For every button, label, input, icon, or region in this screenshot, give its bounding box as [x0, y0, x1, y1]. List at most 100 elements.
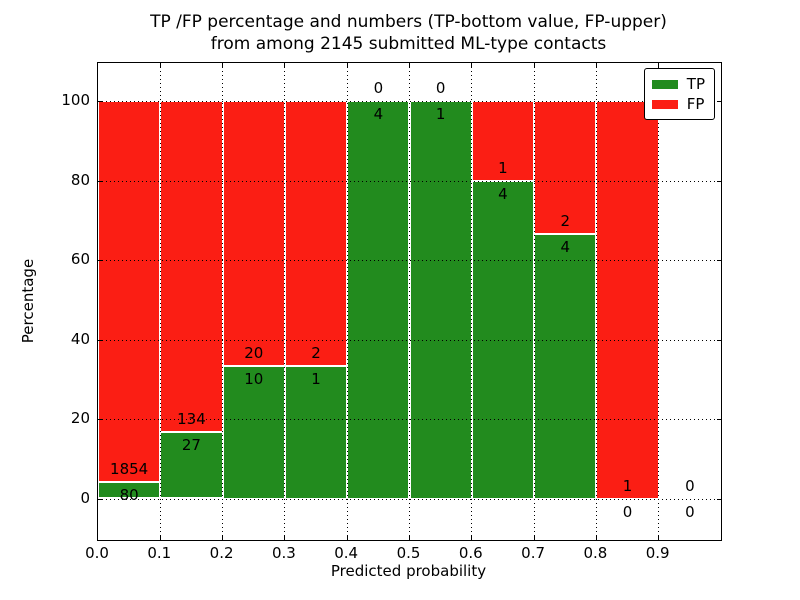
x-tick-label: 0.8 — [583, 544, 608, 562]
legend-label-tp: TP — [686, 74, 705, 93]
x-tick-mark — [159, 536, 161, 540]
y-tick-label: 40 — [70, 329, 90, 348]
bar-fp-segment — [160, 101, 223, 432]
tp-count-label: 4 — [373, 105, 384, 123]
tp-count-label: 27 — [181, 435, 201, 454]
bar-fp-segment — [284, 101, 348, 366]
v-gridline — [284, 63, 286, 540]
x-tick-mark — [222, 63, 224, 67]
x-tick-mark — [595, 63, 597, 67]
y-tick-mark — [717, 180, 721, 182]
bar-tp-segment — [284, 366, 348, 499]
bar-tp-segment — [98, 482, 161, 499]
x-tick-mark — [595, 536, 597, 540]
bar-fp-segment — [98, 101, 161, 483]
x-tick-mark — [222, 536, 224, 540]
x-tick-mark — [159, 63, 161, 67]
y-tick-mark — [98, 101, 102, 102]
x-tick-mark — [284, 536, 286, 540]
x-tick-mark — [346, 63, 348, 67]
y-tick-mark — [717, 260, 721, 261]
tp-count-label: 0 — [685, 502, 695, 521]
fp-count-label: 0 — [373, 79, 384, 97]
bar-tp-segment — [409, 101, 472, 499]
fp-count-label: 20 — [244, 344, 264, 362]
x-tick-label: 0.6 — [458, 544, 483, 562]
y-tick-mark — [717, 419, 721, 420]
plot-area: TP FP 1854 80 134 27 20 10 2 1 0 4 0 1 1 4 2 4 1 0 0 0 — [97, 62, 722, 541]
legend: TP FP — [643, 68, 715, 120]
x-tick-mark — [658, 536, 660, 540]
x-tick-label: 0.1 — [147, 544, 172, 562]
x-tick-label: 0.5 — [396, 544, 421, 562]
x-tick-label: 0.0 — [85, 544, 109, 562]
bar-fp-segment — [222, 101, 285, 366]
x-tick-mark — [284, 63, 286, 67]
y-tick-label: 100 — [61, 91, 90, 109]
legend-swatch-fp-icon — [651, 99, 678, 109]
y-tick-label: 0 — [80, 488, 90, 507]
x-tick-mark — [471, 536, 473, 540]
fp-count-label: 1 — [498, 158, 508, 177]
legend-item-tp: TP — [651, 74, 705, 94]
y-tick-mark — [98, 260, 102, 261]
tp-count-label: 4 — [560, 237, 571, 256]
fp-count-label: 1 — [622, 476, 633, 495]
y-axis-label: Percentage — [19, 258, 37, 344]
x-tick-label: 0.2 — [209, 544, 234, 562]
x-tick-mark — [409, 536, 410, 540]
bar-fp-segment — [534, 101, 597, 234]
y-tick-mark — [717, 339, 721, 341]
chart-title: TP /FP percentage and numbers (TP-bottom… — [97, 11, 720, 55]
tp-count-label: 4 — [498, 184, 508, 203]
x-tick-label: 0.4 — [334, 544, 359, 562]
bar-tp-segment — [534, 233, 597, 499]
x-tick-mark — [471, 63, 473, 67]
x-tick-label: 0.3 — [271, 544, 296, 562]
bar-tp-segment — [222, 366, 285, 499]
x-tick-label: 0.7 — [521, 544, 546, 562]
tp-count-label: 1 — [435, 105, 446, 123]
tp-count-label: 80 — [119, 486, 139, 505]
v-gridline — [159, 63, 161, 540]
fp-count-label: 2 — [311, 344, 321, 362]
v-gridline — [658, 63, 660, 540]
y-tick-label: 20 — [70, 409, 90, 427]
fp-count-label: 2 — [560, 211, 571, 230]
x-axis-label: Predicted probability — [330, 562, 487, 580]
tp-count-label: 0 — [622, 502, 633, 521]
v-gridline — [595, 63, 597, 540]
tp-count-label: 1 — [311, 370, 321, 388]
tp-count-label: 10 — [244, 370, 264, 388]
bar-fp-segment — [596, 101, 659, 499]
y-tick-mark — [98, 498, 102, 500]
x-tick-mark — [346, 536, 348, 540]
bar-tp-segment — [160, 431, 223, 499]
y-tick-label: 80 — [70, 170, 90, 189]
y-tick-label: 60 — [70, 250, 90, 268]
fp-count-label: 1854 — [110, 460, 149, 479]
legend-item-fp: FP — [651, 94, 705, 114]
v-gridline — [471, 63, 473, 540]
y-tick-mark — [98, 339, 102, 341]
fp-count-label: 134 — [177, 409, 206, 428]
legend-swatch-tp-icon — [651, 79, 678, 89]
chart-title-line2: from among 2145 submitted ML-type contac… — [210, 34, 607, 54]
bar-tp-segment — [347, 101, 410, 499]
y-tick-mark — [98, 419, 102, 420]
y-tick-mark — [98, 180, 102, 182]
x-tick-label: 0.9 — [645, 544, 670, 562]
v-gridline — [222, 63, 224, 540]
fp-count-label: 0 — [435, 79, 446, 97]
v-gridline — [533, 63, 535, 540]
fp-count-label: 0 — [685, 476, 695, 495]
v-gridline — [409, 63, 410, 540]
bar-fp-segment — [471, 101, 535, 181]
y-tick-mark — [717, 101, 721, 102]
x-tick-mark — [409, 63, 410, 67]
x-tick-mark — [533, 63, 535, 67]
legend-label-fp: FP — [686, 94, 705, 113]
x-tick-mark — [533, 536, 535, 540]
x-tick-mark — [658, 63, 660, 67]
